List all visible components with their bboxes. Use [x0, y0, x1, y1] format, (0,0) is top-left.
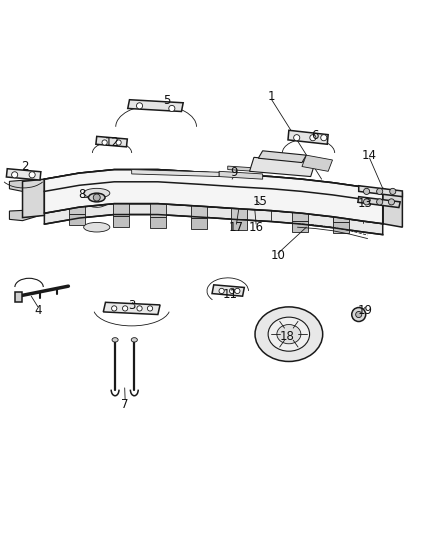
Polygon shape — [44, 169, 383, 224]
Polygon shape — [231, 219, 247, 230]
Ellipse shape — [277, 325, 301, 344]
Circle shape — [116, 140, 121, 145]
Text: 5: 5 — [163, 94, 170, 107]
Circle shape — [377, 188, 383, 195]
Circle shape — [112, 306, 117, 311]
Text: 16: 16 — [249, 221, 264, 233]
Polygon shape — [113, 216, 129, 227]
Polygon shape — [302, 191, 332, 217]
Polygon shape — [212, 285, 244, 296]
Polygon shape — [7, 169, 41, 180]
Polygon shape — [10, 179, 44, 191]
Circle shape — [29, 172, 35, 178]
Circle shape — [356, 311, 362, 318]
Ellipse shape — [88, 193, 105, 202]
Text: 9: 9 — [230, 166, 238, 179]
Text: 15: 15 — [253, 195, 268, 207]
Circle shape — [169, 106, 175, 111]
Circle shape — [352, 308, 366, 321]
Circle shape — [230, 288, 235, 294]
Polygon shape — [79, 182, 114, 207]
Polygon shape — [383, 190, 403, 227]
Circle shape — [137, 103, 143, 109]
Polygon shape — [44, 204, 383, 235]
Circle shape — [93, 194, 100, 201]
Ellipse shape — [112, 338, 118, 342]
Polygon shape — [250, 157, 315, 176]
Polygon shape — [14, 292, 21, 302]
Text: 1: 1 — [268, 90, 275, 103]
Polygon shape — [150, 183, 166, 217]
Polygon shape — [201, 184, 241, 209]
Ellipse shape — [268, 317, 310, 351]
Polygon shape — [22, 179, 44, 217]
Text: 11: 11 — [223, 288, 237, 301]
Polygon shape — [113, 182, 129, 216]
Text: 10: 10 — [271, 249, 286, 262]
Ellipse shape — [84, 222, 110, 232]
Text: 3: 3 — [128, 300, 135, 312]
Circle shape — [293, 135, 300, 141]
Polygon shape — [231, 185, 247, 219]
Polygon shape — [383, 188, 392, 195]
Circle shape — [390, 188, 396, 195]
Circle shape — [137, 306, 142, 311]
Ellipse shape — [131, 338, 138, 342]
Circle shape — [321, 135, 327, 141]
Polygon shape — [333, 222, 349, 233]
Text: 2: 2 — [21, 159, 28, 173]
Circle shape — [123, 306, 128, 311]
Text: 17: 17 — [229, 221, 244, 233]
Text: 13: 13 — [358, 197, 373, 209]
Polygon shape — [219, 171, 263, 179]
Circle shape — [235, 288, 240, 294]
Circle shape — [364, 188, 370, 195]
Polygon shape — [359, 185, 403, 197]
Text: 4: 4 — [34, 304, 42, 317]
Circle shape — [364, 199, 370, 205]
Polygon shape — [191, 184, 207, 218]
Text: 6: 6 — [311, 129, 319, 142]
Circle shape — [389, 199, 395, 205]
Polygon shape — [363, 199, 383, 224]
Polygon shape — [44, 169, 383, 202]
Polygon shape — [258, 151, 306, 163]
Polygon shape — [292, 187, 307, 221]
Polygon shape — [132, 169, 219, 176]
Circle shape — [148, 306, 152, 311]
Circle shape — [12, 172, 18, 178]
Polygon shape — [191, 218, 207, 229]
Circle shape — [377, 199, 383, 205]
Polygon shape — [69, 180, 85, 214]
Polygon shape — [69, 214, 85, 225]
Polygon shape — [292, 221, 307, 232]
Text: 18: 18 — [279, 330, 294, 343]
Polygon shape — [96, 136, 127, 147]
Polygon shape — [10, 210, 44, 221]
Polygon shape — [288, 130, 328, 144]
Polygon shape — [358, 197, 400, 207]
Polygon shape — [302, 155, 332, 171]
Ellipse shape — [255, 307, 323, 361]
Text: 19: 19 — [358, 304, 373, 317]
Polygon shape — [128, 100, 183, 111]
Text: 14: 14 — [362, 149, 377, 161]
Circle shape — [219, 288, 224, 294]
Polygon shape — [228, 166, 254, 171]
Polygon shape — [44, 185, 79, 213]
Circle shape — [102, 140, 107, 145]
Circle shape — [310, 135, 316, 141]
Polygon shape — [333, 188, 349, 222]
Text: 8: 8 — [78, 188, 85, 201]
Text: 12: 12 — [105, 135, 120, 149]
Polygon shape — [150, 217, 166, 228]
Polygon shape — [114, 182, 158, 204]
Polygon shape — [332, 195, 363, 221]
Text: 7: 7 — [121, 398, 129, 410]
Ellipse shape — [84, 188, 110, 198]
Polygon shape — [241, 187, 272, 211]
Polygon shape — [272, 189, 302, 213]
Polygon shape — [103, 302, 160, 314]
Polygon shape — [158, 182, 201, 206]
